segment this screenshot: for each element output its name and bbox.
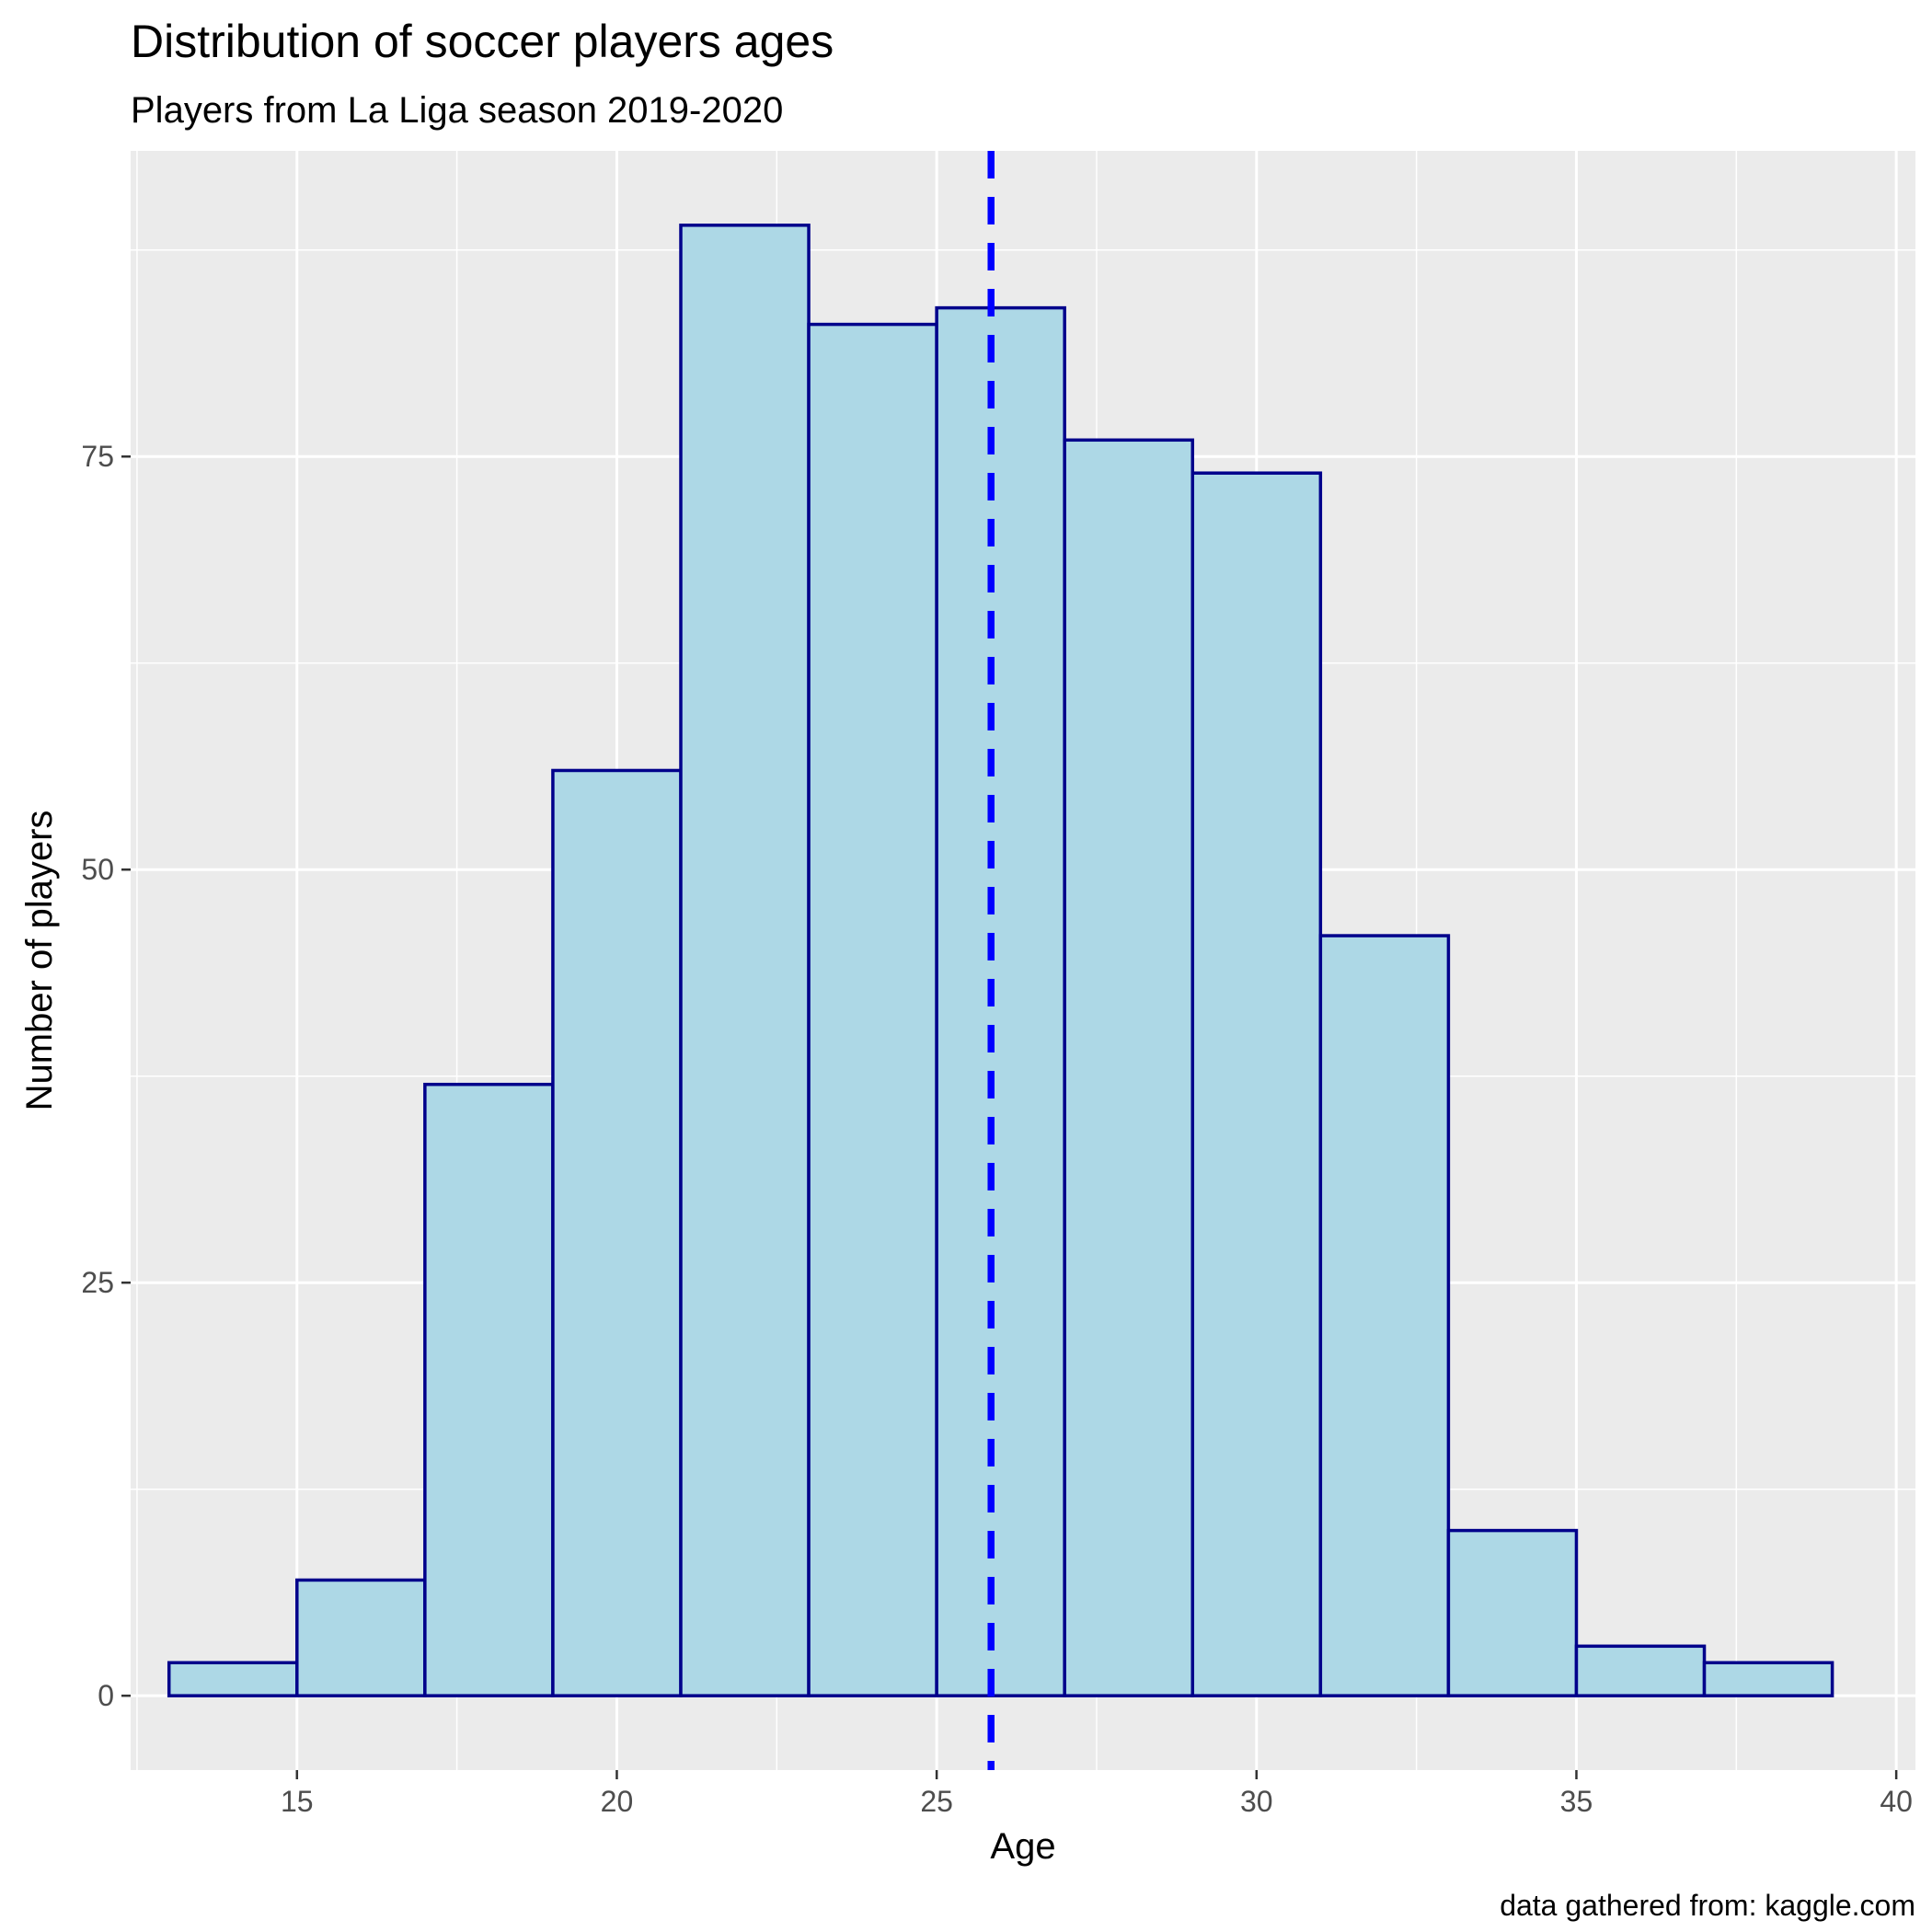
x-tick-label: 40 — [1880, 1785, 1913, 1818]
y-tick-label: 75 — [81, 440, 114, 473]
y-tick-label: 50 — [81, 853, 114, 886]
chart-subtitle: Players from La Liga season 2019-2020 — [131, 90, 783, 131]
histogram-bar — [551, 768, 683, 1697]
y-axis: 0 25 50 75 — [81, 440, 131, 1712]
histogram-bar — [935, 305, 1066, 1697]
histogram-bar — [1574, 1644, 1707, 1697]
histogram-bar — [423, 1082, 555, 1697]
y-tick-label: 25 — [81, 1266, 114, 1299]
histogram-bars — [167, 224, 1834, 1697]
x-tick-label: 30 — [1240, 1785, 1273, 1818]
histogram-bar — [1702, 1661, 1834, 1697]
histogram-bar — [1190, 471, 1323, 1697]
y-tick-label: 0 — [98, 1679, 114, 1712]
histogram-bar — [1446, 1528, 1579, 1697]
histogram-bar — [807, 322, 938, 1697]
histogram-bar — [1318, 934, 1451, 1697]
x-tick-label: 15 — [281, 1785, 314, 1818]
histogram-bar — [167, 1661, 299, 1697]
x-tick-label: 20 — [601, 1785, 634, 1818]
x-axis-title: Age — [990, 1826, 1055, 1867]
chart-caption: data gathered from: kaggle.com — [1500, 1889, 1915, 1922]
chart-title: Distribution of soccer players ages — [131, 16, 834, 67]
x-axis: 15 20 25 30 35 40 — [281, 1770, 1913, 1818]
histogram-bar — [295, 1578, 427, 1697]
y-axis-title: Number of players — [19, 811, 60, 1111]
x-tick-label: 35 — [1560, 1785, 1593, 1818]
histogram-bar — [679, 224, 811, 1697]
histogram-bar — [1063, 438, 1195, 1697]
x-tick-label: 25 — [920, 1785, 953, 1818]
